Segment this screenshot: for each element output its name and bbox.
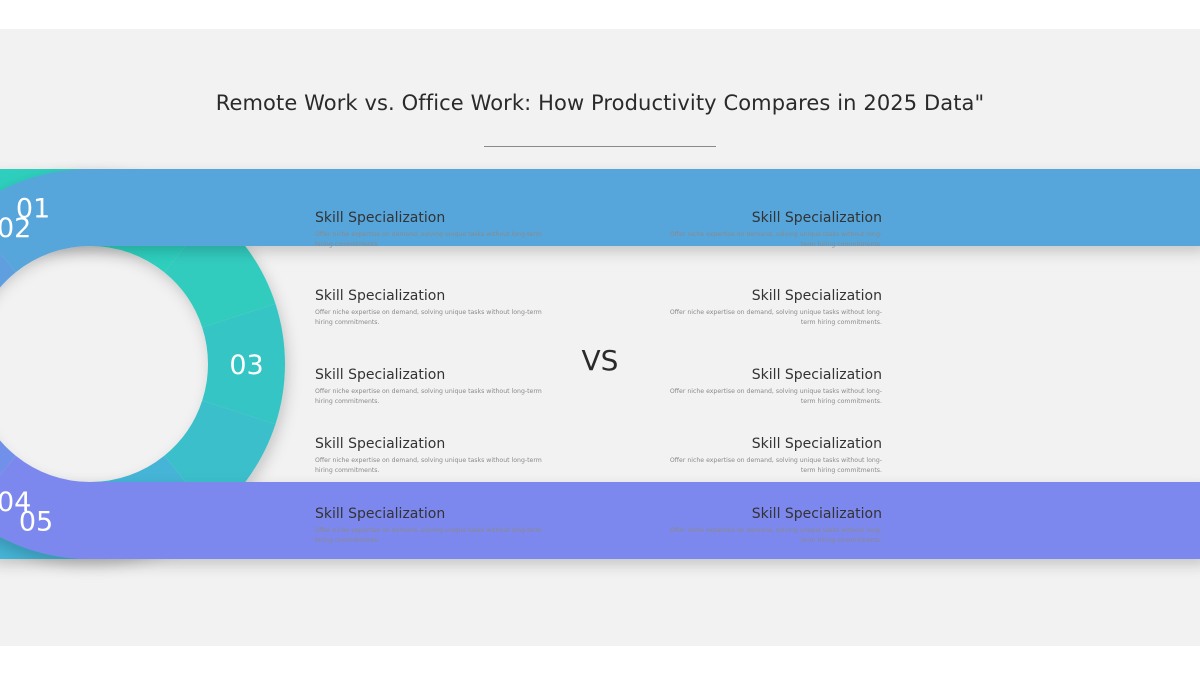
right-item-heading: Skill Specialization	[751, 288, 882, 304]
right-segment-number: 05	[19, 507, 53, 538]
right-segment-number: 04	[0, 487, 31, 518]
right-item-description: Offer niche expertise on demand, solving…	[669, 527, 882, 544]
left-item-description: Offer niche expertise on demand, solving…	[315, 309, 542, 326]
left-item-4: Skill Specialization Offer niche experti…	[315, 435, 547, 476]
left-item-heading: Skill Specialization	[315, 506, 446, 522]
left-item-heading: Skill Specialization	[315, 367, 446, 383]
left-item-heading: Skill Specialization	[315, 436, 446, 452]
right-item-2: Skill Specialization Offer niche experti…	[650, 287, 882, 328]
right-segment-4	[0, 440, 16, 476]
right-item-description: Offer niche expertise on demand, solving…	[669, 231, 882, 248]
left-item-heading: Skill Specialization	[315, 288, 446, 304]
right-item-heading: Skill Specialization	[751, 367, 882, 383]
right-item-1: Skill Specialization Offer niche experti…	[650, 209, 882, 250]
left-item-description: Offer niche expertise on demand, solving…	[315, 457, 542, 474]
left-segment-number: 03	[229, 350, 263, 381]
right-item-description: Offer niche expertise on demand, solving…	[669, 388, 882, 405]
left-item-5: Skill Specialization Offer niche experti…	[315, 505, 547, 546]
right-segment-2	[0, 252, 16, 288]
right-segment-5	[0, 455, 1200, 559]
right-item-heading: Skill Specialization	[751, 506, 882, 522]
right-item-3: Skill Specialization Offer niche experti…	[650, 366, 882, 407]
left-item-3: Skill Specialization Offer niche experti…	[315, 366, 547, 407]
vs-label: VS	[581, 344, 619, 377]
left-item-description: Offer niche expertise on demand, solving…	[315, 527, 542, 544]
right-item-description: Offer niche expertise on demand, solving…	[669, 309, 882, 326]
left-item-description: Offer niche expertise on demand, solving…	[315, 231, 542, 248]
right-item-4: Skill Specialization Offer niche experti…	[650, 435, 882, 476]
right-item-heading: Skill Specialization	[751, 210, 882, 226]
right-segment-1	[0, 169, 1200, 273]
right-item-description: Offer niche expertise on demand, solving…	[669, 457, 882, 474]
left-item-2: Skill Specialization Offer niche experti…	[315, 287, 547, 328]
title-divider	[484, 146, 716, 147]
slide-title: Remote Work vs. Office Work: How Product…	[215, 91, 985, 115]
left-item-1: Skill Specialization Offer niche experti…	[315, 209, 547, 250]
right-item-heading: Skill Specialization	[751, 436, 882, 452]
left-item-description: Offer niche expertise on demand, solving…	[315, 388, 542, 405]
right-segment-number: 01	[16, 194, 50, 225]
left-segment-3	[202, 303, 286, 425]
left-item-heading: Skill Specialization	[315, 210, 446, 226]
right-item-5: Skill Specialization Offer niche experti…	[650, 505, 882, 546]
slide: Remote Work vs. Office Work: How Product…	[0, 29, 1200, 646]
right-segment-number: 02	[0, 213, 31, 244]
